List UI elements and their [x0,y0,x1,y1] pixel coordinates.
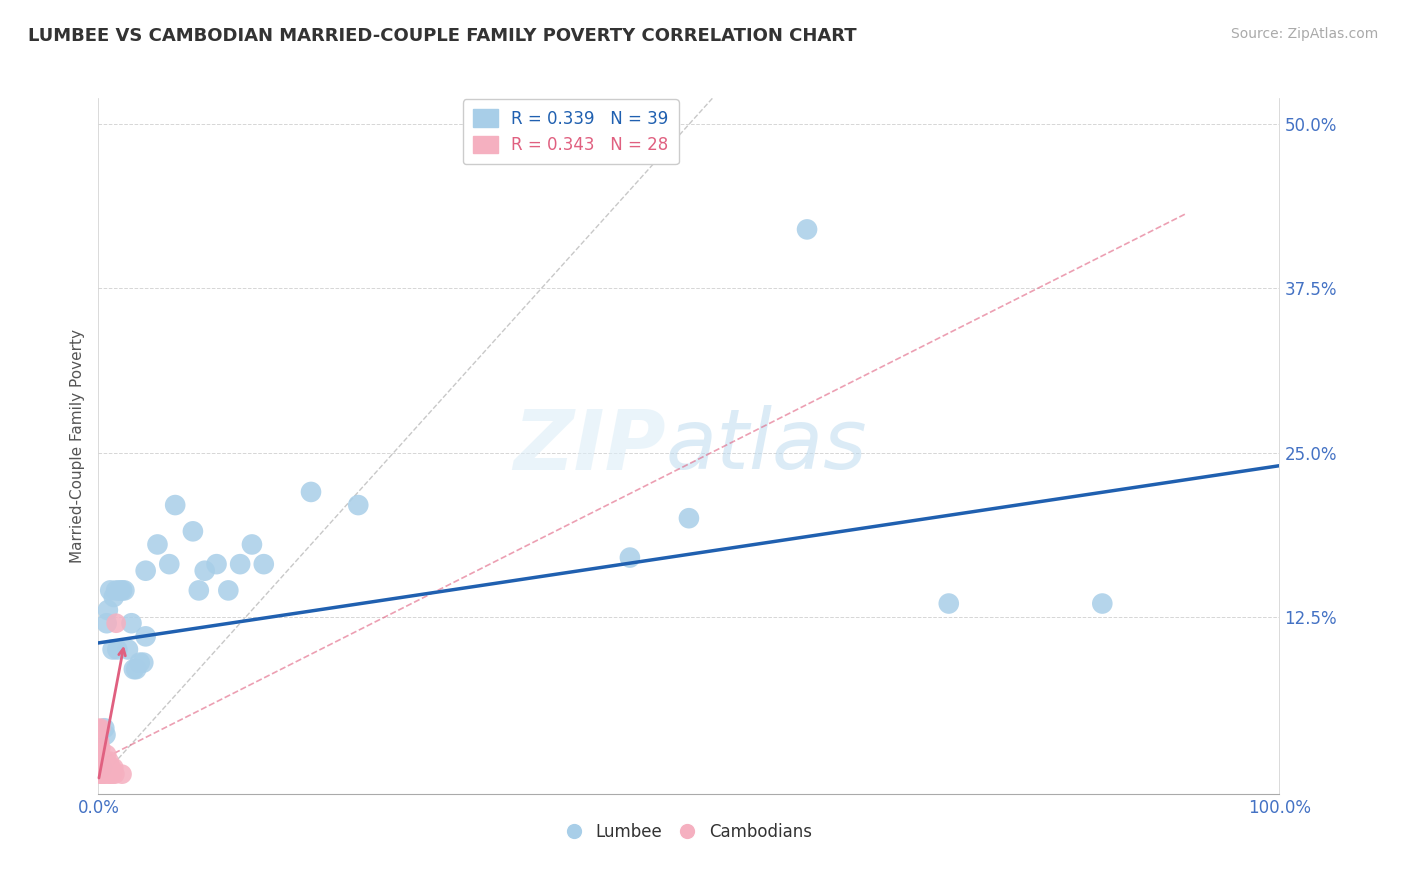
Point [96,747,118,762]
Point [165,498,187,512]
Point [105,642,128,657]
Point [87,761,110,775]
Point [128,656,150,670]
Point [112,583,135,598]
Point [103,761,125,775]
Point [125,662,148,676]
Point [105,616,128,631]
Point [104,767,127,781]
Point [111,767,134,781]
Legend: Lumbee, Cambodians: Lumbee, Cambodians [560,817,818,848]
Point [93,721,115,735]
Point [1091,597,1114,611]
Point [101,767,124,781]
Point [90,740,112,755]
Point [91,761,114,775]
Text: LUMBEE VS CAMBODIAN MARRIED-COUPLE FAMILY POVERTY CORRELATION CHART: LUMBEE VS CAMBODIAN MARRIED-COUPLE FAMIL… [28,27,856,45]
Point [122,662,145,676]
Point [91,767,114,781]
Point [299,485,322,500]
Point [135,564,157,578]
Point [187,583,209,598]
Point [91,767,114,781]
Point [100,761,122,775]
Point [89,747,111,762]
Point [103,590,125,604]
Point [253,557,276,571]
Point [91,754,114,768]
Point [94,728,117,742]
Point [89,767,111,781]
Text: ZIP: ZIP [513,406,665,486]
Point [111,583,134,598]
Point [938,597,960,611]
Point [194,564,217,578]
Point [98,754,121,768]
Point [97,603,120,617]
Point [105,583,128,598]
Text: atlas: atlas [665,406,868,486]
Point [87,721,110,735]
Point [121,616,143,631]
Point [91,754,114,768]
Point [90,761,112,775]
Point [96,616,118,631]
Point [90,721,112,735]
Point [89,761,111,775]
Point [205,557,228,571]
Point [94,754,117,768]
Point [678,511,700,525]
Point [181,524,204,539]
Point [146,537,169,551]
Point [93,767,115,781]
Point [157,557,180,571]
Point [619,550,641,565]
Text: Source: ZipAtlas.com: Source: ZipAtlas.com [1230,27,1378,41]
Point [87,747,110,762]
Point [135,629,157,643]
Point [101,642,124,657]
Point [229,557,252,571]
Point [93,761,115,775]
Point [89,734,111,748]
Point [796,222,818,236]
Point [347,498,370,512]
Point [240,537,263,551]
Point [117,642,139,657]
Point [217,583,239,598]
Point [108,583,131,598]
Point [98,583,121,598]
Y-axis label: Married-Couple Family Poverty: Married-Couple Family Poverty [69,329,84,563]
Point [132,656,155,670]
Point [97,767,120,781]
Point [98,767,121,781]
Point [91,761,114,775]
